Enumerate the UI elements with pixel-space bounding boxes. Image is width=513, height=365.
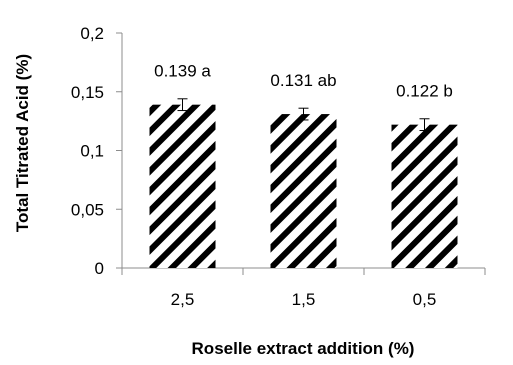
y-axis: 0 0,05 0,1 0,15 0,2 (71, 24, 123, 278)
y-tick-label: 0,2 (80, 24, 104, 43)
x-axis-title: Roselle extract addition (%) (192, 339, 415, 358)
y-tick-label: 0,05 (71, 200, 104, 219)
bar (149, 104, 216, 268)
data-label: 0.139 a (154, 62, 211, 81)
data-label: 0.131 ab (270, 71, 336, 90)
x-tick-label: 2,5 (171, 290, 195, 309)
y-tick-label: 0,15 (71, 83, 104, 102)
y-tick-label: 0 (95, 259, 104, 278)
bar (270, 114, 337, 268)
y-axis-title: Total Titrated Acid (%) (13, 54, 32, 232)
bar (391, 124, 458, 269)
x-tick-label: 0,5 (413, 290, 437, 309)
y-tick-label: 0,1 (80, 142, 104, 161)
data-label: 0.122 b (396, 82, 453, 101)
x-tick-label: 1,5 (292, 290, 316, 309)
data-labels: 0.139 a 0.131 ab 0.122 b (154, 62, 453, 101)
bars (149, 98, 458, 269)
x-axis: 2,5 1,5 0,5 (121, 267, 486, 309)
